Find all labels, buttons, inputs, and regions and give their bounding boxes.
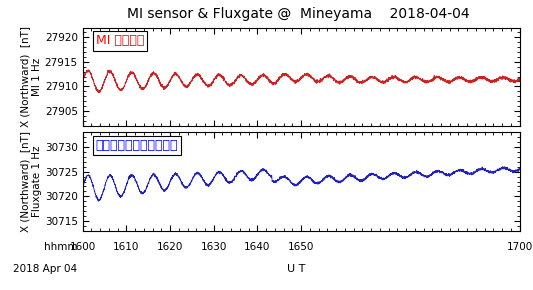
Text: 2018 Apr 04: 2018 Apr 04: [13, 264, 77, 274]
Text: 1700: 1700: [506, 242, 533, 252]
Text: MI sensor & Fluxgate @  Mineyama    2018-04-04: MI sensor & Fluxgate @ Mineyama 2018-04-…: [127, 7, 470, 21]
Text: 1620: 1620: [157, 242, 183, 252]
Text: MI センサー: MI センサー: [96, 35, 144, 47]
Text: hhmm: hhmm: [44, 242, 77, 252]
Text: 1640: 1640: [244, 242, 271, 252]
Text: フラックスゲート磁力計: フラックスゲート磁力計: [96, 139, 178, 152]
Y-axis label: X (Northward)  [nT]
MI 1 Hz: X (Northward) [nT] MI 1 Hz: [20, 26, 42, 127]
Y-axis label: X (Northward)  [nT]
Fluxgate 1 Hz: X (Northward) [nT] Fluxgate 1 Hz: [20, 131, 42, 232]
Text: 1630: 1630: [200, 242, 227, 252]
Text: 1650: 1650: [288, 242, 314, 252]
Text: 1610: 1610: [113, 242, 140, 252]
Text: 1600: 1600: [69, 242, 96, 252]
Text: U T: U T: [287, 264, 305, 274]
